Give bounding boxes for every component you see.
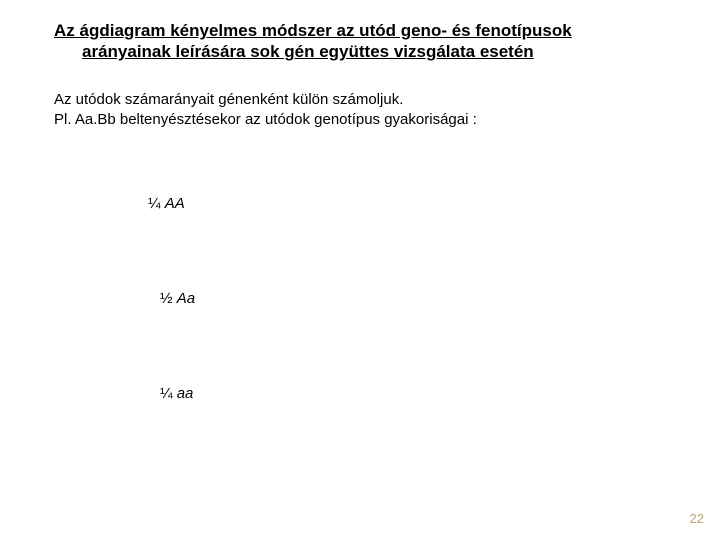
fraction-label: ½	[160, 290, 173, 307]
slide-title: Az ágdiagram kényelmes módszer az utód g…	[54, 20, 654, 63]
genotype-row-1: ¼ AA	[148, 195, 185, 212]
slide: Az ágdiagram kényelmes módszer az utód g…	[0, 0, 720, 540]
body-line-1: Az utódok számarányait génenként külön s…	[54, 91, 403, 108]
genotype-label: Aa	[177, 290, 195, 307]
fraction-label: ¼	[148, 195, 161, 212]
genotype-label: AA	[165, 195, 185, 212]
title-line-1: Az ágdiagram kényelmes módszer az utód g…	[54, 21, 572, 40]
page-number: 22	[690, 511, 704, 526]
fraction-label: ¼	[160, 385, 173, 402]
genotype-row-3: ¼ aa	[160, 385, 193, 402]
title-line-2: arányainak leírására sok gén együttes vi…	[54, 41, 654, 62]
genotype-label: aa	[177, 385, 194, 402]
genotype-row-2: ½ Aa	[160, 290, 195, 307]
body-line-2: Pl. Aa.Bb beltenyésztésekor az utódok ge…	[54, 111, 477, 128]
body-text: Az utódok számarányait génenként külön s…	[54, 90, 654, 129]
